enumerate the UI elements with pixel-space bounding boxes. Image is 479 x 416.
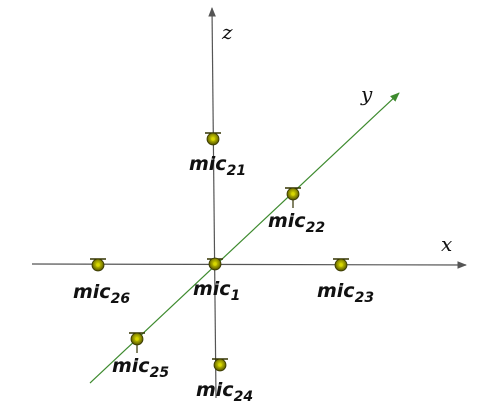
z-axis xyxy=(208,7,217,399)
mic-22-label: mic22 xyxy=(268,210,325,236)
mic-25: mic25 xyxy=(112,332,169,381)
mic-26: mic26 xyxy=(73,258,130,307)
mic-23-label: mic23 xyxy=(317,280,374,306)
mic-24-label: mic24 xyxy=(196,379,253,405)
y-axis-label: y xyxy=(360,82,373,106)
mic-21-label: mic21 xyxy=(189,153,246,179)
mic-1: mic1 xyxy=(193,257,240,304)
mic-25-label: mic25 xyxy=(112,355,169,381)
z-axis-label: z xyxy=(221,20,233,44)
mic-22: mic22 xyxy=(268,187,325,236)
x-axis-label: x xyxy=(441,232,452,256)
mic-1-label: mic1 xyxy=(193,278,240,304)
mic-21: mic21 xyxy=(189,132,246,179)
mic-26-label: mic26 xyxy=(73,281,130,307)
mic-23: mic23 xyxy=(317,258,374,306)
mic-24: mic24 xyxy=(196,358,253,405)
